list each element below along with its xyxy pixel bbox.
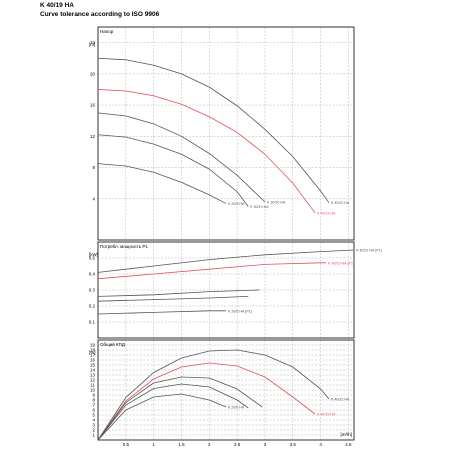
y-tick-label: 19 [90, 343, 96, 348]
y-tick-label: 0.2 [89, 304, 96, 309]
x-tick-label: 2 [208, 442, 211, 447]
series-label: K 20/5 HA [228, 202, 245, 206]
x-tick-label: 4 [319, 442, 322, 447]
y-tick-label: 5 [92, 413, 95, 418]
x-tick-label: 3 [264, 442, 267, 447]
y-tick-label: 15 [90, 363, 96, 368]
x-tick-label: 4.5 [345, 442, 352, 447]
series-line [97, 349, 330, 441]
series-line [97, 112, 266, 203]
y-tick-label: 0.1 [89, 320, 96, 325]
series-line [97, 57, 330, 203]
y-tick-label: 16 [90, 103, 96, 108]
series-line [97, 249, 355, 273]
chart-title: K 40/19 HA [40, 2, 74, 9]
y-tick-label: 9 [92, 393, 95, 398]
series-line [97, 289, 260, 297]
series-line [97, 310, 226, 315]
series-label: K 30/10 HA [267, 200, 286, 204]
series-line [97, 362, 316, 441]
y-tick-label: 17 [90, 353, 96, 358]
series-line [97, 89, 316, 214]
series-label: K 40/19 HA (P1) [328, 261, 354, 265]
y-axis-unit: [kW] [89, 252, 98, 257]
y-axis-unit: [%] [89, 350, 96, 355]
series-line [97, 376, 263, 441]
y-tick-label: 10 [90, 388, 96, 393]
series-label: K 40/22 HA [331, 201, 350, 205]
series-line [97, 393, 227, 441]
y-tick-label: 4 [92, 418, 95, 423]
series-line [97, 163, 227, 204]
y-tick-label: 1 [92, 433, 95, 438]
y-tick-label: 4 [92, 196, 95, 201]
y-tick-label: 11 [90, 383, 95, 388]
panel-title: Потребл. мощность P1 [100, 244, 148, 249]
series-label: K 40/19 HA [317, 413, 336, 417]
y-tick-label: 8 [92, 165, 95, 170]
panel-2: 0.1 0.2 0.3 0.4 0.5 Потребл. мощность P1[kW] K… [89, 241, 382, 339]
y-tick-label: 12 [90, 134, 96, 139]
y-tick-label: 13 [90, 373, 96, 378]
y-tick-label: 2 [92, 428, 95, 433]
x-tick-label: 1 [152, 442, 155, 447]
panel-title: Напор [100, 29, 114, 34]
series-label: K 40/19 HA [317, 211, 336, 215]
series-label: K 40/22 HA [331, 398, 350, 402]
series-line [97, 134, 249, 207]
chart-subtitle: Curve tolerance according to ISO 9906 [40, 11, 160, 18]
x-axis-unit: [m³/h] [340, 432, 352, 437]
x-tick-label: 0.5 [123, 442, 130, 447]
series-label: K 40/22 HA (P1) [356, 249, 382, 253]
series-label: K 30/10 HA [250, 205, 269, 209]
panel-frame [97, 339, 355, 441]
y-tick-label: 0.4 [89, 272, 96, 277]
panel-1: 4 8 12 16 20 24 Напор [m] K 40/22 HA K 40/19 HA K … [89, 26, 355, 241]
y-tick-label: 24 [90, 40, 96, 45]
series-line [97, 296, 249, 302]
y-axis-unit: [m] [89, 42, 95, 47]
y-tick-label: 16 [90, 358, 96, 363]
series-line [97, 262, 327, 280]
y-tick-label: 20 [90, 71, 96, 76]
y-tick-label: 8 [92, 398, 95, 403]
panel-title: Общий КПД [100, 341, 125, 347]
y-tick-label: 18 [90, 348, 96, 353]
x-tick-label: 3.5 [290, 442, 297, 447]
x-tick-label: 1.5 [178, 442, 185, 447]
y-tick-label: 6 [92, 408, 95, 413]
y-tick-label: 3 [92, 423, 95, 428]
y-tick-label: 0.3 [89, 288, 96, 293]
y-tick-label: 14 [90, 368, 96, 373]
series-label: K 20/5 HA [228, 406, 245, 410]
y-tick-label: 7 [92, 403, 95, 408]
series-line [97, 383, 249, 441]
y-tick-label: 0.5 [89, 256, 96, 261]
panel-frame [97, 241, 355, 339]
y-tick-label: 12 [90, 378, 96, 383]
series-label: K 20/5 HA (P1) [228, 309, 252, 313]
panel-frame [97, 26, 355, 241]
x-tick-label: 2.5 [234, 442, 241, 447]
